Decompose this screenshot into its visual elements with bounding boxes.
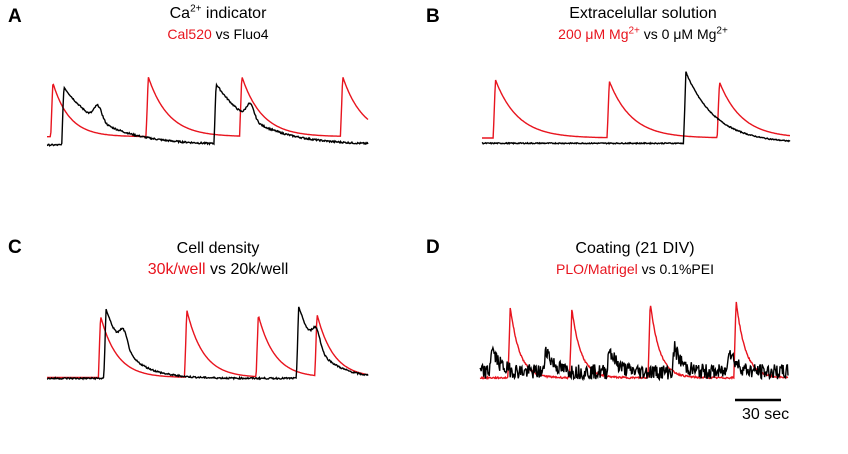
title-a-part1: Ca [169,5,191,22]
trace-d-red [479,301,789,380]
panel-a-subtitle: Cal520 vs Fluo4 [167,26,268,42]
subtitle-d-black: vs 0.1%PEI [637,261,714,277]
title-a-part2: indicator [201,5,267,22]
trace-b-red [482,79,790,139]
panel-letter-a: A [8,6,22,27]
subtitle-c-red: 30k/well [147,261,206,278]
subtitle-b-red: 200 μM Mg [558,26,629,42]
panel-b-title: Extracelullar solution [569,5,717,22]
panel-letter-b: B [426,6,440,27]
subtitle-b-black: vs 0 μM Mg [639,26,717,42]
subtitle-b-black-sup: 2+ [716,25,728,37]
panel-d-title: Coating (21 DIV) [575,240,695,257]
panel-letter-c: C [8,237,22,258]
trace-a-red [47,77,369,138]
trace-c-red [47,310,369,379]
panel-a-title: Ca2+ indicator [169,3,267,23]
trace-b-black [481,71,791,146]
subtitle-d-red: PLO/Matrigel [556,261,638,277]
panel-b-subtitle: 200 μM Mg2+ vs 0 μM Mg2+ [558,26,728,42]
title-a-sup: 2+ [190,3,202,15]
subtitle-c-black: vs 20k/well [205,261,289,278]
trace-d-black [479,341,789,382]
panel-letter-d: D [426,237,440,258]
panel-d-subtitle: PLO/Matrigel vs 0.1%PEI [556,261,714,277]
subtitle-a-red: Cal520 [167,26,212,42]
panel-c-subtitle: 30k/well vs 20k/well [148,261,289,279]
trace-c-black [46,306,369,381]
trace-a-black [46,82,369,147]
panel-c-title: Cell density [176,240,260,257]
scale-bar-label: 30 sec [742,406,790,423]
subtitle-a-black: vs Fluo4 [211,26,269,42]
subtitle-b-red-sup: 2+ [628,25,640,37]
